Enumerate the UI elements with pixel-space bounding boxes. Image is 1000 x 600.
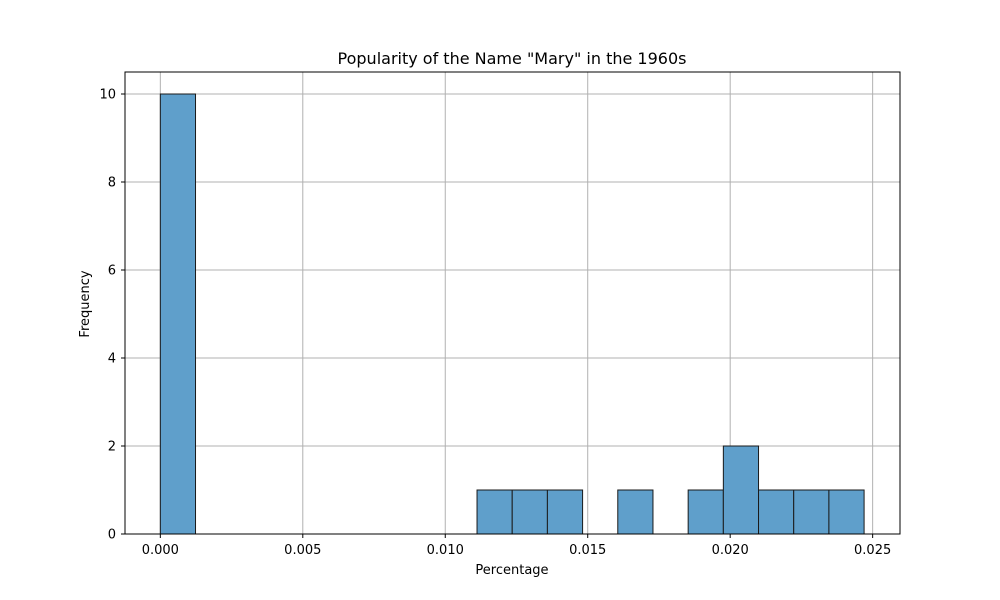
histogram-bar [793, 489, 830, 535]
histogram-bar [687, 489, 724, 535]
histogram-bar [722, 445, 760, 535]
x-tick-label: 0.015 [569, 543, 606, 558]
histogram-bar [617, 489, 654, 535]
x-tick-label: 0.010 [427, 543, 464, 558]
histogram-bars [159, 93, 865, 535]
y-tick-label: 2 [108, 440, 116, 455]
grid-lines [125, 72, 900, 535]
histogram-bar [546, 489, 584, 535]
x-tick-label: 0.025 [854, 543, 891, 558]
y-tick-label: 10 [99, 88, 116, 103]
y-axis-label: Frequency [78, 270, 93, 337]
histogram-bar [511, 489, 548, 535]
y-tick-label: 0 [108, 528, 116, 543]
y-axis-ticks: 0 2 4 6 8 10 [99, 88, 125, 543]
histogram-bar [828, 489, 865, 535]
y-tick-label: 6 [108, 264, 116, 279]
histogram-bar [476, 489, 513, 535]
plot-area-frame [124, 71, 901, 535]
histogram-bar [758, 489, 795, 535]
y-tick-label: 4 [108, 352, 116, 367]
x-tick-label: 0.005 [284, 543, 321, 558]
y-tick-label: 8 [108, 176, 116, 191]
x-tick-label: 0.000 [142, 543, 179, 558]
chart-title: Popularity of the Name "Mary" in the 196… [338, 49, 687, 68]
histogram-bar [159, 93, 197, 535]
x-axis-ticks: 0.000 0.005 0.010 0.015 0.020 0.025 [142, 534, 891, 558]
x-axis-label: Percentage [475, 563, 548, 578]
x-tick-label: 0.020 [712, 543, 749, 558]
